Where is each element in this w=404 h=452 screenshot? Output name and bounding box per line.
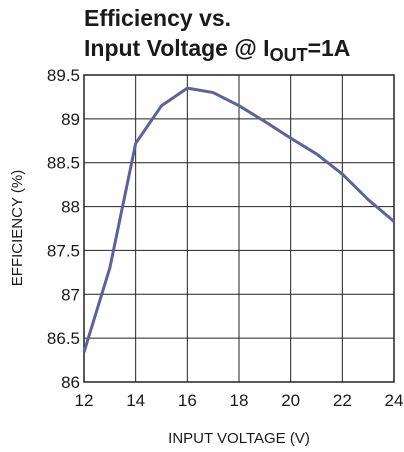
title-part: =1A	[308, 35, 351, 61]
x-tick-label: 18	[230, 391, 249, 410]
x-tick-label: 24	[385, 391, 404, 410]
y-tick-label: 86	[61, 373, 80, 392]
data-line	[82, 86, 395, 353]
x-tick-label: 22	[333, 391, 352, 410]
y-tick-label: 87	[61, 285, 80, 304]
chart-title: Input Voltage @ IOUT=1A	[84, 35, 350, 65]
y-tick-label: 88	[61, 198, 80, 217]
y-axis-label: EFFICIENCY (%)	[9, 170, 26, 286]
title-part: Input Voltage @ I	[84, 35, 270, 61]
y-tick-label: 86.5	[47, 329, 80, 348]
y-tick-label: 87.5	[47, 241, 80, 260]
y-tick-label: 89.5	[47, 66, 80, 85]
title-subscript: OUT	[270, 45, 308, 65]
y-tick-label: 89	[61, 110, 80, 129]
x-axis-label: INPUT VOLTAGE (V)	[168, 430, 310, 447]
x-tick-label: 14	[126, 391, 145, 410]
x-tick-label: 12	[75, 391, 94, 410]
x-tick-label: 20	[281, 391, 300, 410]
x-tick-label: 16	[178, 391, 197, 410]
y-tick-label: 88.5	[47, 154, 80, 173]
plot-frame	[83, 74, 395, 383]
chart-title: Efficiency vs.	[84, 5, 231, 31]
